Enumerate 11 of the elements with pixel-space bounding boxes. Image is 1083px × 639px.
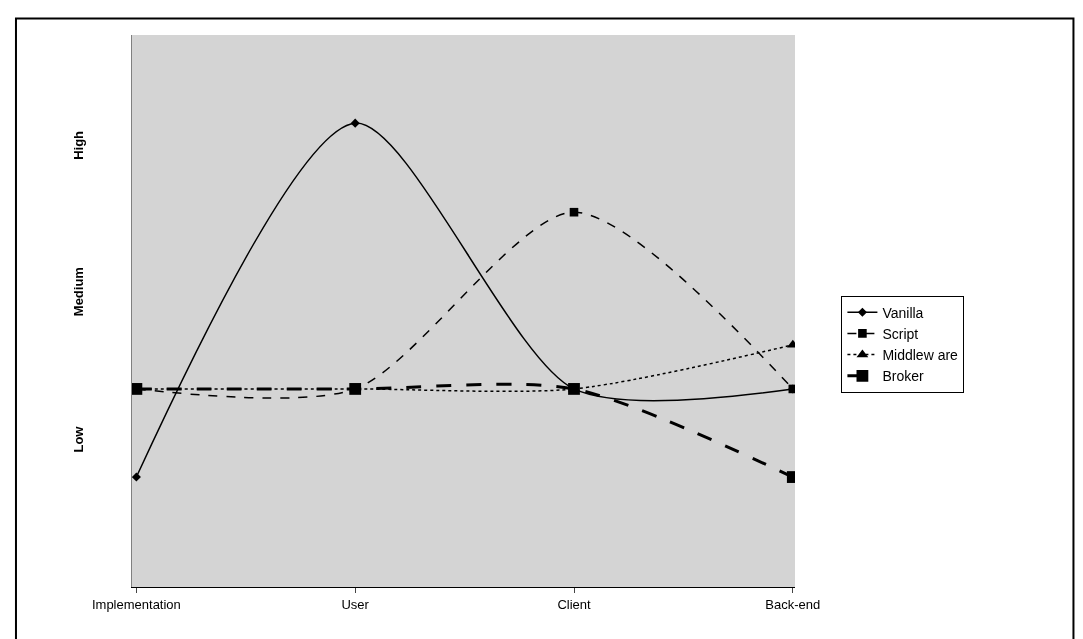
text: High	[71, 130, 87, 160]
legend-label: Script	[882, 325, 919, 342]
text: Low	[71, 425, 87, 453]
legend-label: Vanilla	[882, 304, 924, 321]
x-tick-label: Client	[557, 596, 591, 612]
legend-label: Broker	[882, 368, 924, 385]
x-tick-label: User	[341, 596, 370, 612]
x-tick-label: Implementation	[91, 596, 181, 612]
text: Medium	[70, 267, 86, 317]
legend-label: Middlew are	[882, 347, 959, 364]
x-tick-label: Back-end	[765, 596, 821, 612]
